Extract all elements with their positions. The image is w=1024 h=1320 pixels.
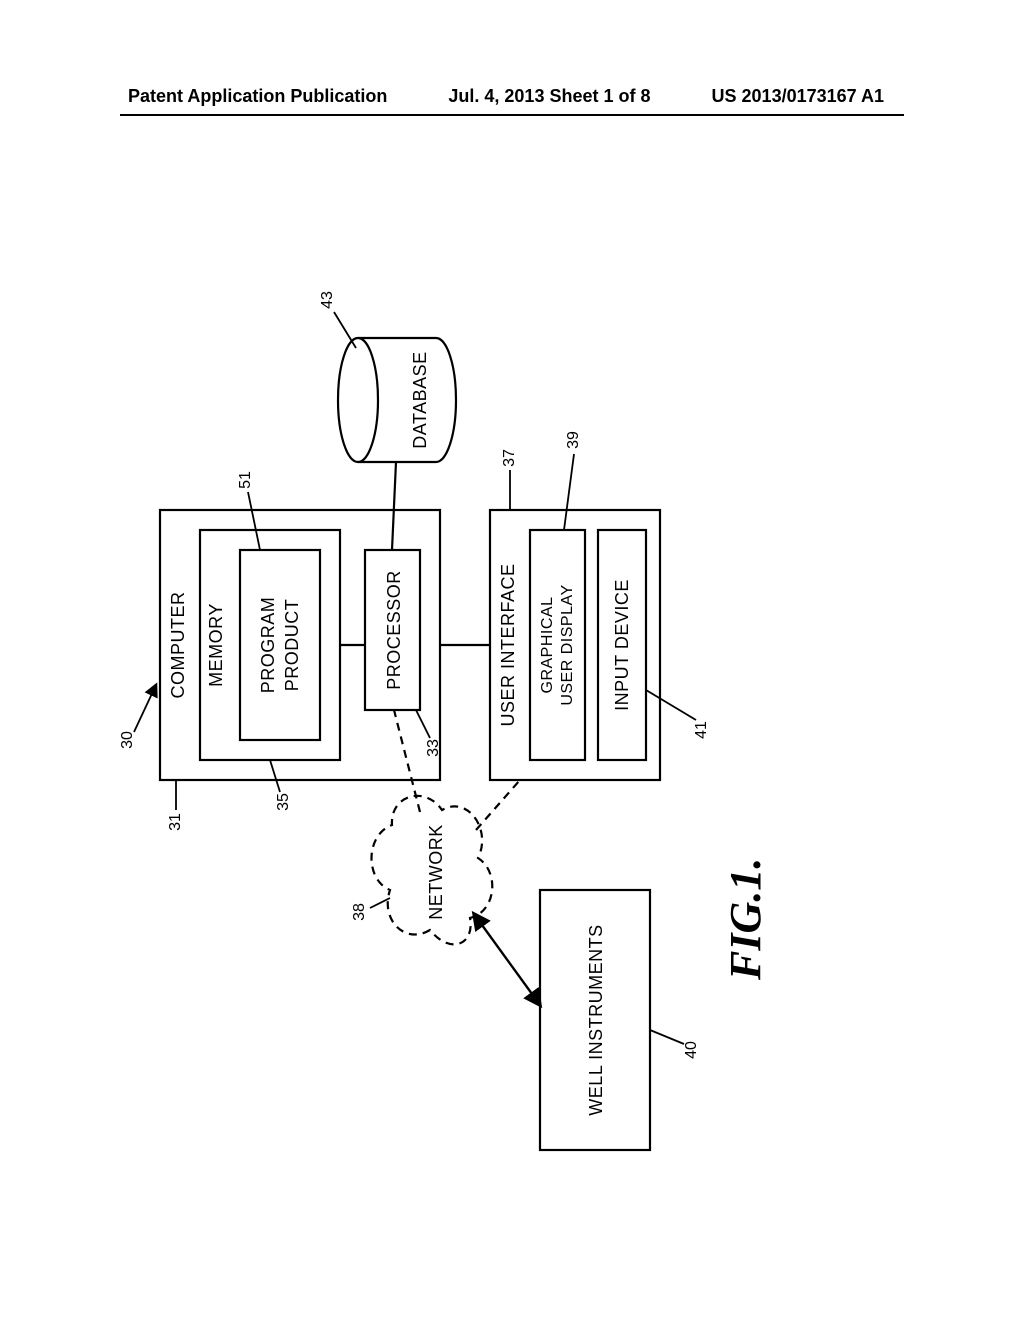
leadline-43 [334,312,356,348]
leadline-33 [416,710,430,738]
program-label-1: PROGRAM [258,597,278,694]
ref-30: 30 [120,731,136,749]
ref-51: 51 [237,471,254,489]
computer-label: COMPUTER [168,592,188,699]
figure-caption: FIG.1. [721,858,770,981]
edge-network-ui [476,780,520,830]
page-header: Patent Application Publication Jul. 4, 2… [0,86,1024,107]
diagram-stage: COMPUTER MEMORY PROGRAM PRODUCT PROCESSO… [120,200,904,1180]
program-label-2: PRODUCT [282,599,302,692]
leadline-30 [134,685,156,732]
header-rule [120,114,904,116]
memory-label: MEMORY [206,603,226,687]
ref-41: 41 [693,721,710,739]
ref-37: 37 [501,449,518,467]
ref-43: 43 [319,291,336,309]
well-instruments-label: WELL INSTRUMENTS [586,924,606,1115]
leadline-51 [248,492,260,550]
ref-31: 31 [167,813,184,831]
input-device-label: INPUT DEVICE [612,579,632,711]
ui-label: USER INTERFACE [498,563,518,726]
header-center: Jul. 4, 2013 Sheet 1 of 8 [448,86,650,107]
leadline-40 [650,1030,684,1044]
leadline-41 [646,690,696,720]
edge-network-processor [394,710,420,812]
gud-label-1: GRAPHICAL [539,597,556,694]
database-label: DATABASE [410,351,430,448]
ref-35: 35 [275,793,292,811]
program-product-box [240,550,320,740]
edge-well-network [474,914,540,1005]
ref-33: 33 [425,739,442,757]
leadline-35 [270,760,280,792]
figure-svg: COMPUTER MEMORY PROGRAM PRODUCT PROCESSO… [120,200,904,1180]
network-label: NETWORK [426,824,446,920]
leadline-39 [564,454,574,530]
header-left: Patent Application Publication [128,86,387,107]
edge-processor-database [392,462,396,550]
processor-label: PROCESSOR [384,570,404,690]
gud-label-2: USER DISPLAY [559,584,576,705]
ref-38: 38 [351,903,368,921]
header-right: US 2013/0173167 A1 [712,86,884,107]
database-cylinder [338,338,456,462]
ref-40: 40 [683,1041,700,1059]
ref-39: 39 [565,431,582,449]
